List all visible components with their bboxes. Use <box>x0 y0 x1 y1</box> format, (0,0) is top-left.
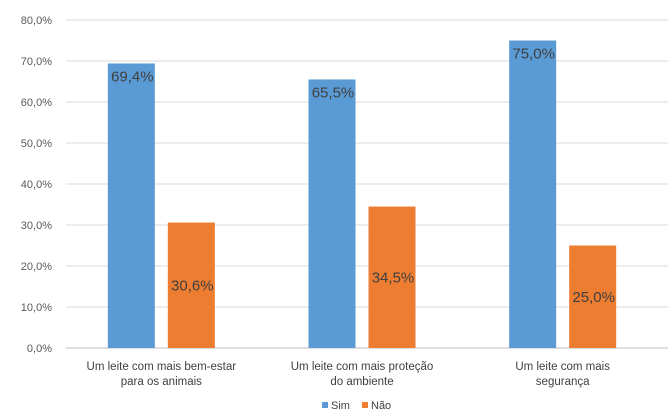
y-tick-label: 60,0% <box>21 97 52 109</box>
x-category-label: do ambiente <box>330 376 393 388</box>
bar-sim-3 <box>509 40 557 348</box>
x-axis: Um leite com mais bem-estar para os anima… <box>87 361 611 388</box>
legend-swatch <box>362 402 368 408</box>
bar-no-3 <box>569 245 617 348</box>
data-label: 65,5% <box>312 84 355 101</box>
y-axis: 0,0% 10,0% 20,0% 30,0% 40,0% 50,0% 60,0% 70,0% 8… <box>21 15 52 355</box>
bar-sim-1 <box>107 63 155 349</box>
y-tick-label: 80,0% <box>21 15 52 27</box>
data-label: 30,6% <box>171 277 214 294</box>
x-category-label: Um leite com mais proteção <box>291 361 434 373</box>
x-category-label: Um leite com mais bem-estar <box>87 361 237 373</box>
legend-label: Sim <box>331 400 350 412</box>
y-tick-label: 30,0% <box>21 220 52 232</box>
y-tick-label: 70,0% <box>21 56 52 68</box>
y-tick-label: 20,0% <box>21 261 52 273</box>
data-label: 25,0% <box>572 289 615 306</box>
gridlines <box>66 19 668 349</box>
legend-label: Não <box>371 400 391 412</box>
data-label: 34,5% <box>372 269 415 286</box>
legend: Sim Não <box>322 400 391 412</box>
y-tick-label: 10,0% <box>21 302 52 314</box>
y-tick-label: 50,0% <box>21 138 52 150</box>
x-category-label: segurança <box>536 376 590 388</box>
data-label: 75,0% <box>512 46 555 63</box>
x-category-label: para os animais <box>121 376 202 388</box>
bar-sim-2 <box>308 79 356 348</box>
legend-swatch <box>322 402 328 408</box>
bars <box>107 40 617 349</box>
y-tick-label: 0,0% <box>27 343 52 355</box>
x-category-label: Um leite com mais <box>515 361 610 373</box>
data-labels: 69,4% 30,6% 65,5% 34,5% 75,0% 25,0% <box>111 46 615 306</box>
bar-no-2 <box>368 206 416 348</box>
y-tick-label: 40,0% <box>21 179 52 191</box>
data-label: 69,4% <box>111 68 154 85</box>
bar-no-1 <box>167 222 215 348</box>
